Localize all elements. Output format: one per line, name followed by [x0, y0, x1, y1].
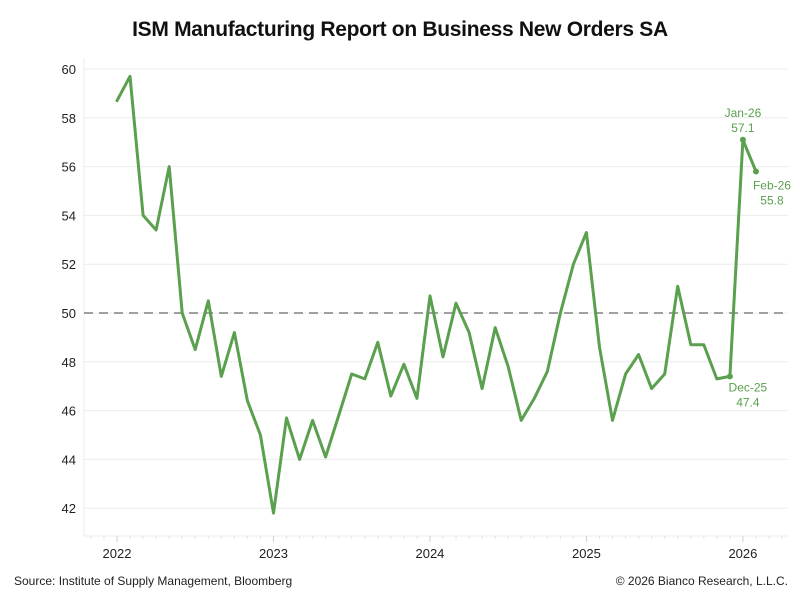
y-tick-label: 58 — [62, 111, 76, 126]
annotation-value: 57.1 — [731, 121, 755, 135]
annotation-value: 47.4 — [736, 395, 760, 409]
y-tick-label: 50 — [62, 306, 76, 321]
y-tick-label: 46 — [62, 404, 76, 419]
y-tick-label: 56 — [62, 160, 76, 175]
y-tick-label: 48 — [62, 355, 76, 370]
y-tick-label: 42 — [62, 501, 76, 516]
x-tick-label: 2023 — [259, 546, 288, 561]
y-tick-label: 44 — [62, 452, 76, 467]
annotated-point — [739, 136, 746, 143]
gridlines — [84, 68, 788, 509]
annotation-date: Jan-26 — [725, 106, 762, 120]
x-tick-label: 2024 — [415, 546, 444, 561]
axes: 42 44 46 48 50 52 54 56 58 60 2022 2023 2024 2025 2026 — [62, 58, 788, 561]
chart-title: ISM Manufacturing Report on Business New… — [132, 18, 668, 41]
y-tick-label: 54 — [62, 208, 76, 223]
source-note: Source: Institute of Supply Management, … — [14, 574, 293, 588]
y-tick-label: 60 — [62, 62, 76, 77]
annotated-point — [726, 373, 733, 380]
series-group — [115, 74, 758, 515]
annotation-date: Feb-26 — [753, 178, 791, 192]
y-tick-label: 52 — [62, 257, 76, 272]
copyright-note: © 2026 Bianco Research, L.L.C. — [615, 574, 788, 588]
annotated-point — [752, 168, 759, 175]
x-tick-label: 2022 — [103, 546, 132, 561]
x-tick-label: 2025 — [572, 546, 601, 561]
series-line — [115, 74, 758, 515]
x-tick-label: 2026 — [728, 546, 757, 561]
annotation-date: Dec-25 — [729, 380, 768, 394]
annotation-value: 55.8 — [760, 193, 784, 207]
